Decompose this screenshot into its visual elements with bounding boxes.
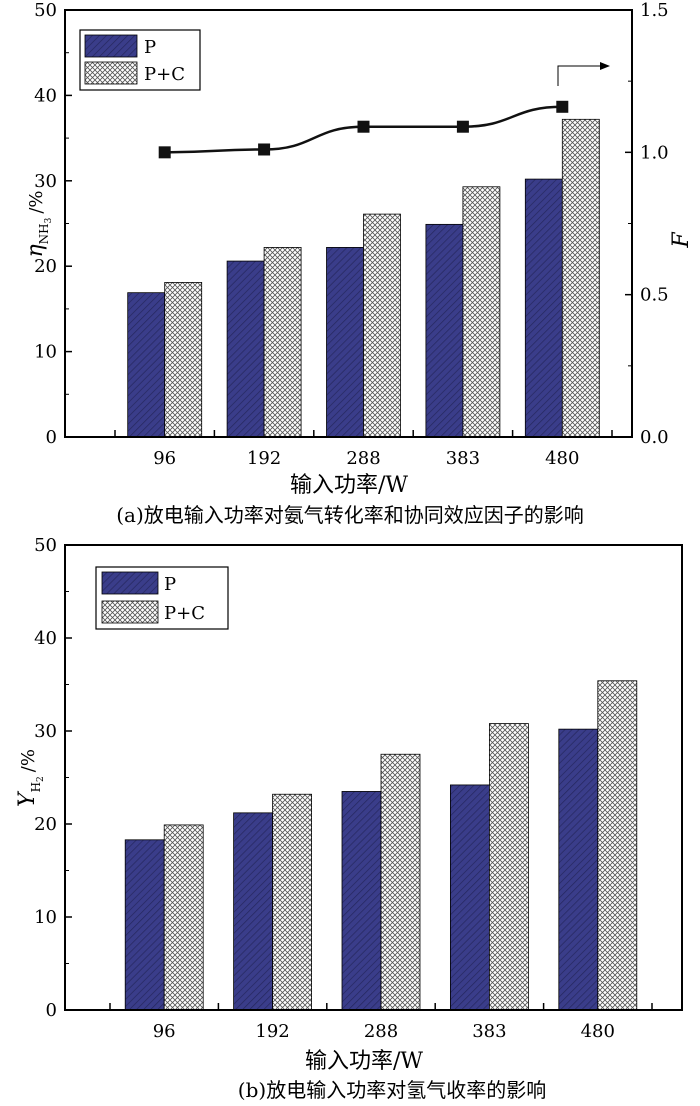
- y-label-subsub: 2: [36, 776, 46, 782]
- f-marker-192: [258, 143, 271, 156]
- bar-p-192: [233, 812, 274, 1011]
- y-label-unit: /%: [26, 190, 47, 213]
- y-label-unit: /%: [18, 749, 39, 772]
- chart-b-left-axis: 0 10 20 30 40 50: [34, 535, 72, 1021]
- chart-b-x-label: 输入功率/W: [305, 1049, 423, 1074]
- x-tick-label: 192: [247, 448, 281, 469]
- chart-b-legend: P P+C: [95, 566, 229, 630]
- bar-pc-96: [163, 824, 204, 1011]
- bar-p-288: [341, 791, 382, 1011]
- y-tick-label: 50: [34, 535, 57, 556]
- bar-pc-192: [272, 793, 313, 1011]
- x-tick-label: 480: [545, 448, 579, 469]
- x-tick-label: 288: [364, 1021, 398, 1042]
- chart-a-x-axis: 96 192 288 383 480: [114, 430, 613, 469]
- bar-p-96: [127, 292, 166, 438]
- chart-a-right-axis: 0.0 0.5 1.0 1.5: [625, 0, 669, 448]
- chart-b-y-label: YH2 /%: [15, 749, 46, 807]
- y-label-main: Y: [15, 790, 40, 807]
- bar-p-480: [524, 178, 563, 438]
- x-tick-label: 96: [153, 1021, 176, 1042]
- y-tick-label: 20: [34, 256, 57, 277]
- chart-a-caption: (a)放电输入功率对氨气转化率和协同效应因子的影响: [116, 503, 584, 527]
- x-tick-label: 96: [153, 448, 176, 469]
- y-label-subsub: 3: [44, 217, 54, 223]
- x-tick-label: 192: [255, 1021, 289, 1042]
- x-tick-label: 383: [472, 1021, 506, 1042]
- chart-a-legend: P P+C: [79, 29, 201, 91]
- y-tick-label: 30: [34, 171, 57, 192]
- y-tick-label: 0: [46, 1000, 57, 1021]
- bar-pc-480: [597, 680, 638, 1011]
- chart-a-y2-label: F: [669, 232, 694, 249]
- bar-pc-288: [380, 753, 421, 1011]
- y2-tick-label: 1.5: [640, 0, 669, 21]
- bar-pc-383: [488, 723, 529, 1011]
- bar-pc-96: [164, 282, 203, 438]
- bar-pc-288: [363, 213, 401, 438]
- svg-text:YH2/%: YH2 /%: [15, 749, 46, 807]
- y2-tick-label: 1.0: [640, 142, 669, 163]
- y2-tick-label: 0.5: [640, 285, 669, 306]
- bar-p-480: [558, 728, 599, 1011]
- legend-label-p: P: [164, 574, 176, 595]
- f-marker-383: [456, 120, 469, 133]
- bar-p-383: [449, 784, 490, 1011]
- y-label-sub: NH: [37, 223, 51, 244]
- y-tick-label: 10: [34, 907, 57, 928]
- y-tick-label: 30: [34, 721, 57, 742]
- chart-a-line: [158, 100, 569, 159]
- f-marker-288: [357, 120, 370, 133]
- legend-swatch-p: [84, 34, 138, 58]
- bar-pc-192: [263, 247, 302, 438]
- bar-pc-480: [561, 118, 600, 438]
- right-axis-arrow: [557, 62, 610, 86]
- legend-swatch-pc: [84, 61, 138, 85]
- legend-label-pc: P+C: [164, 603, 205, 624]
- f-marker-96: [158, 146, 171, 159]
- chart-a-x-label: 输入功率/W: [290, 473, 408, 498]
- x-tick-label: 480: [581, 1021, 615, 1042]
- bar-p-383: [425, 223, 464, 438]
- chart-b-caption: (b)放电输入功率对氢气收率的影响: [238, 1078, 546, 1102]
- bar-p-192: [226, 260, 265, 438]
- chart-b-x-axis: 96 192 288 383 480: [109, 1003, 653, 1042]
- y-label-sub: H: [29, 782, 43, 792]
- chart-a-y-label: ηNH3 /%: [23, 190, 54, 257]
- x-tick-label: 383: [446, 448, 480, 469]
- y-tick-label: 20: [34, 814, 57, 835]
- y-tick-label: 0: [46, 427, 57, 448]
- y-tick-label: 50: [34, 0, 57, 21]
- y2-tick-label: 0.0: [640, 427, 669, 448]
- legend-label-pc: P+C: [144, 64, 185, 85]
- f-marker-480: [556, 100, 569, 113]
- chart-b: 0 10 20 30 40 50 96 192 288 383 480 P P+C YH2 /% 输…: [15, 535, 683, 1102]
- chart-b-bars: [124, 680, 638, 1011]
- bar-p-96: [124, 839, 165, 1011]
- legend-label-p: P: [144, 37, 156, 58]
- y-tick-label: 40: [34, 628, 57, 649]
- chart-a-bars: [127, 118, 600, 438]
- bar-pc-383: [462, 186, 501, 438]
- legend-swatch-p: [101, 571, 159, 595]
- x-tick-label: 288: [346, 448, 380, 469]
- y-tick-label: 40: [34, 85, 57, 106]
- y-tick-label: 10: [34, 342, 57, 363]
- legend-swatch-pc: [101, 600, 159, 624]
- bar-p-288: [326, 247, 364, 438]
- chart-a-left-axis: 0 10 20 30 40 50: [34, 0, 72, 448]
- y-label-main: η: [23, 244, 48, 257]
- svg-text:ηNH3/%: ηNH3 /%: [23, 190, 54, 257]
